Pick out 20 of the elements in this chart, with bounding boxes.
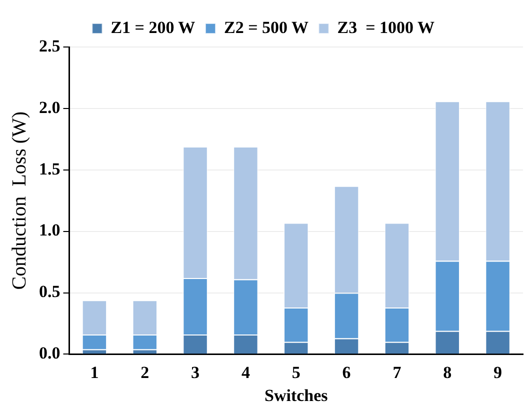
y-tick-label: 2.5: [39, 36, 60, 56]
y-tick-label: 2.0: [39, 98, 60, 117]
y-tick-label: 1.5: [39, 159, 60, 178]
y-tick-label: 1.0: [39, 220, 60, 240]
x-tick-label: 7: [392, 362, 402, 382]
x-tick-label: 6: [342, 362, 351, 382]
legend-label: Z2 = 500 W: [224, 18, 308, 37]
x-axis-title: Switches: [264, 386, 328, 406]
x-tick-label: 9: [494, 362, 502, 382]
y-axis-title: Conduction Loss (W): [8, 111, 30, 290]
legend-label: Z1 = 200 W: [110, 18, 196, 37]
y-tick-label: 0.5: [39, 282, 60, 302]
x-tick-label: 4: [241, 362, 250, 382]
x-tick-label: 3: [191, 362, 200, 382]
x-tick-label: 5: [292, 362, 300, 382]
x-tick-label: 8: [443, 362, 452, 382]
x-tick-label: 1: [90, 362, 99, 382]
x-tick-label: 2: [140, 362, 150, 382]
legend-label: Z3 = 1000 W: [337, 18, 434, 37]
y-tick-label: 0.0: [39, 344, 60, 363]
